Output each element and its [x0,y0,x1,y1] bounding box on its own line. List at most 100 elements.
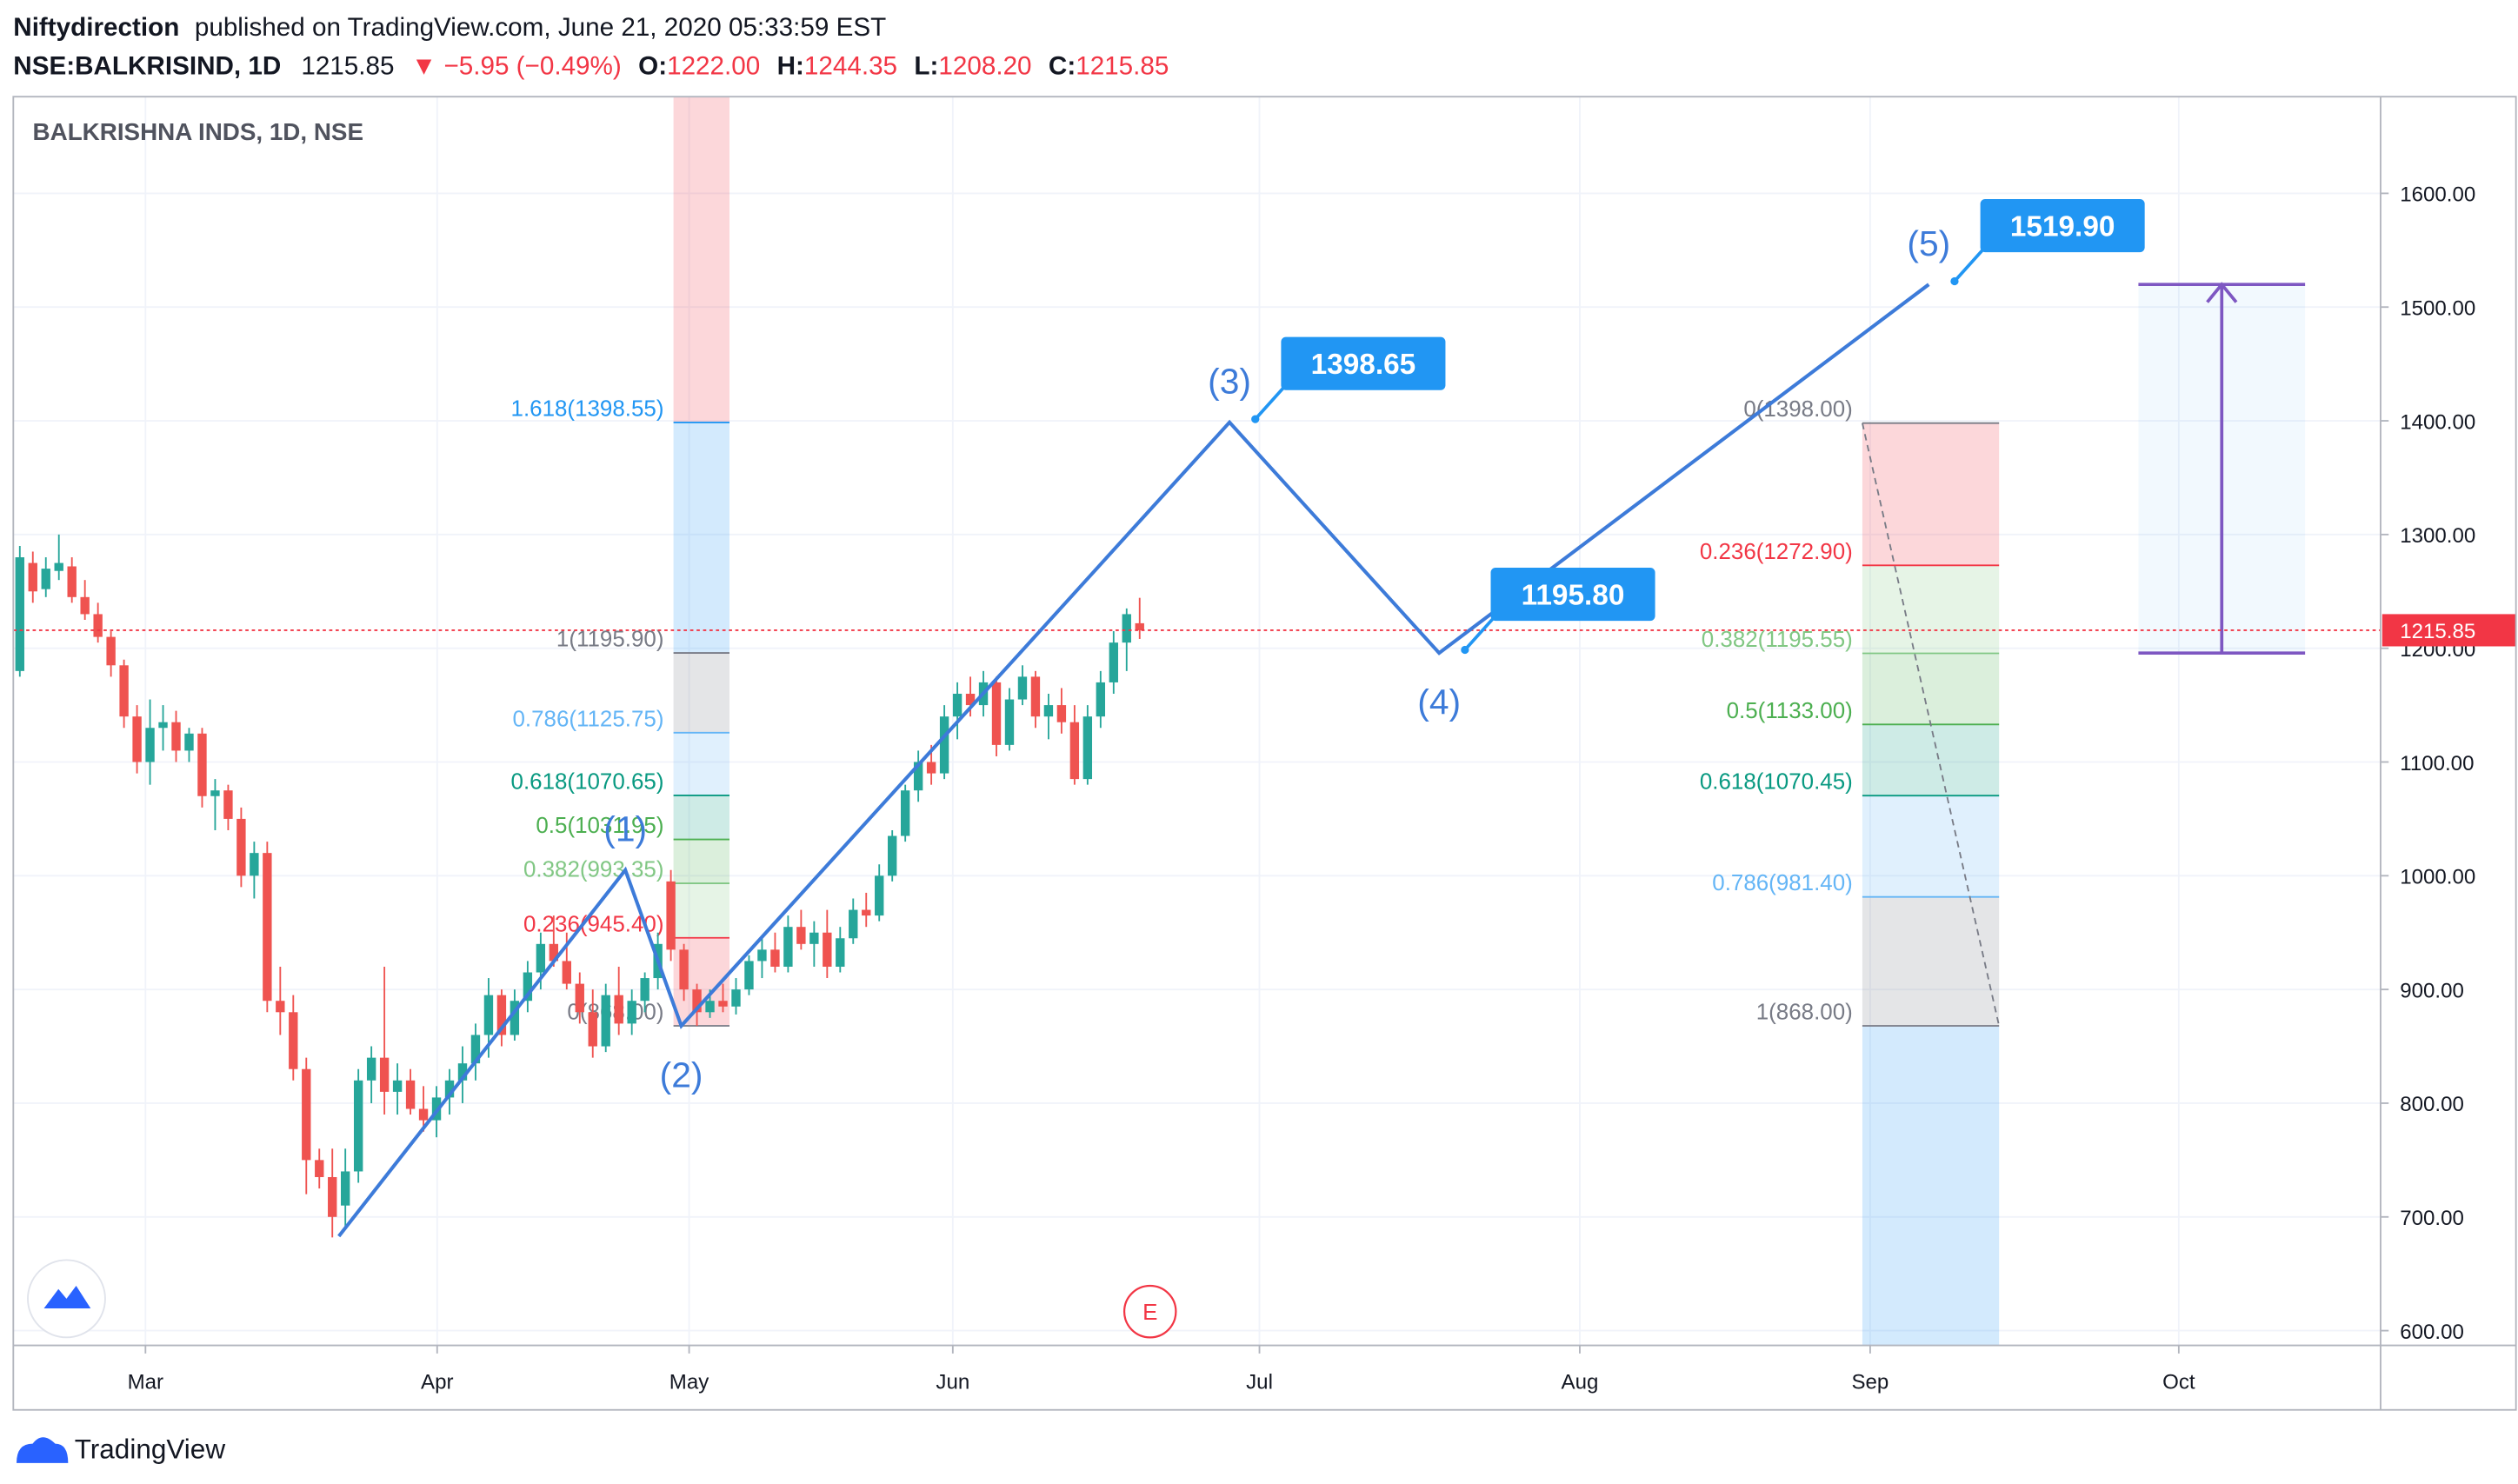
callout-label: 1519.90 [2010,211,2115,243]
y-tick-label: 700.00 [2400,1207,2464,1230]
fib-band [673,422,729,654]
candle-body [392,1080,403,1092]
ohlc-value: 1222.00 [667,51,760,80]
ohlc-key: H: [777,51,804,80]
candle-body [1004,699,1015,745]
callout-label: 1398.65 [1311,349,1416,381]
ohlc-key: C: [1049,51,1076,80]
candle-body [536,943,546,973]
candle-body [900,790,910,836]
x-tick-label: Mar [128,1371,163,1394]
y-tick-label: 1400.00 [2400,410,2475,434]
candle-body [875,875,884,916]
candle-body [1082,716,1093,780]
candle-body [1096,682,1106,717]
candle-body [315,1160,324,1177]
candle-body [692,989,702,1013]
change: ▼ −5.95 (−0.49%) [411,51,622,80]
candle-body [705,1001,715,1013]
fib-label: 0.382(1195.55) [1702,628,1853,652]
candle-body [496,995,507,1035]
wave-label: (1) [603,809,647,848]
ohlc-value: 1215.85 [1076,51,1169,80]
logo-icon [43,1286,91,1308]
candle-body [575,983,584,1013]
candle-body [366,1057,376,1081]
candle-body [588,1012,597,1047]
candle-body [562,961,571,984]
wave-label: (3) [1208,361,1251,401]
y-tick-label: 1100.00 [2400,752,2474,775]
y-tick-label: 600.00 [2400,1321,2464,1344]
fib-label: 0.5(1133.00) [1727,699,1853,723]
last-price-label: 1215.85 [2400,620,2475,643]
x-tick-label: Jul [1246,1371,1273,1394]
candle-body [862,909,871,916]
candle-body [15,557,24,671]
candle-body [236,818,246,876]
y-tick-label: 1500.00 [2400,296,2475,320]
fib-label: 0.5(1031.95) [536,814,663,838]
candle-body [132,716,142,762]
candle-body [718,1001,728,1007]
candle-body [1069,722,1080,780]
ohlc-key: O: [638,51,667,80]
header-line2: NSE:BALKRISIND, 1D 1215.85 ▼ −5.95 (−0.4… [13,51,1169,80]
candle-body [888,835,897,876]
wave-label: (2) [660,1055,703,1095]
fib-band [673,653,729,733]
candle-body [119,665,129,717]
candle-body [106,636,116,666]
y-tick-label: 800.00 [2400,1093,2464,1116]
candle-body [171,722,181,751]
y-tick-label: 1000.00 [2400,866,2475,889]
x-tick-label: Sep [1851,1371,1888,1394]
candle-body [302,1068,311,1161]
fib-label: 0.786(981.40) [1712,871,1853,895]
published: published on TradingView.com, June 21, 2… [195,13,886,42]
fib-band [1862,724,2000,796]
candle-body [145,728,155,762]
fib-label: 1.618(1398.55) [511,397,664,422]
candle-body [1030,676,1041,717]
y-tick-label: 1300.00 [2400,524,2475,548]
earnings-label: E [1142,1301,1157,1325]
x-tick-label: May [669,1371,709,1394]
wave-label: (5) [1907,223,1950,263]
logo-badge[interactable] [27,1259,106,1339]
last: 1215.85 [301,51,394,80]
fib-band [673,883,729,938]
fib-band [1862,565,2000,654]
candle-body [614,995,623,1024]
ohlc-value: 1208.20 [938,51,1031,80]
candle-body [640,978,649,1002]
chart-title: BALKRISHNA INDS, 1D, NSE [33,118,363,145]
fib-band [673,96,729,423]
candle-body [418,1108,429,1121]
x-tick-label: Jun [936,1371,969,1394]
candle-body [757,949,767,962]
y-tick-label: 900.00 [2400,979,2464,1002]
candle-body [158,722,168,729]
candle-body [991,682,1002,745]
callout-label: 1195.80 [1522,580,1625,612]
fib-band [1862,653,2000,725]
candle-body [80,596,90,615]
fib-label: 1(1195.90) [556,628,664,652]
y-tick-label: 1600.00 [2400,183,2475,207]
candle-body [457,1063,468,1081]
wave-label: (4) [1417,682,1461,722]
candle-body [796,927,806,944]
callout-box [1281,336,1446,390]
candle-body [744,961,754,990]
candle-body [770,949,780,967]
candle-body [28,562,37,592]
candle-body [263,853,272,1002]
measure-arrowhead [2206,282,2238,303]
candle-body [523,972,533,1002]
ohlc-key: L: [914,51,938,80]
candle-body [1135,622,1144,630]
footer-brand: TradingView [75,1433,226,1464]
fib-band [1862,423,2000,566]
candle-body [731,989,741,1007]
